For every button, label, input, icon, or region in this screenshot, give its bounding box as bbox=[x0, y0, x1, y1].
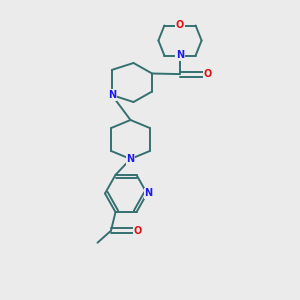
Text: N: N bbox=[126, 154, 135, 164]
Text: N: N bbox=[144, 188, 153, 199]
Text: N: N bbox=[108, 90, 116, 100]
Text: O: O bbox=[203, 69, 212, 79]
Text: N: N bbox=[176, 50, 184, 61]
Text: O: O bbox=[176, 20, 184, 31]
Text: O: O bbox=[134, 226, 142, 236]
